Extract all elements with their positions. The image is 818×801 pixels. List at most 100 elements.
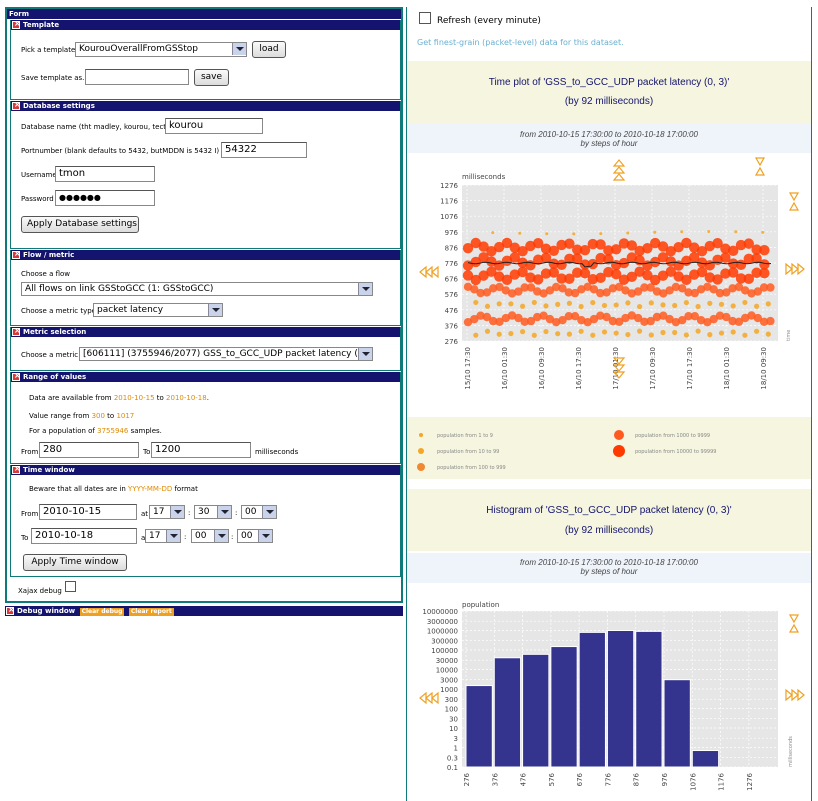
apply-time-window-button[interactable]: Apply Time window — [23, 554, 127, 571]
timeplot-point — [703, 317, 712, 327]
timeplot-y-tick-label: 1076 — [440, 213, 458, 221]
password-input[interactable]: ●●●●●● — [55, 190, 155, 206]
from-minute-select[interactable]: 30 — [194, 505, 232, 519]
to-minute-select[interactable]: 00 — [191, 529, 229, 543]
range-to-input[interactable]: 1200 — [151, 442, 251, 458]
username-input[interactable]: tmon — [55, 166, 155, 182]
to-hour-select[interactable]: 17 — [145, 529, 181, 543]
close-icon[interactable] — [12, 249, 21, 259]
port-input[interactable]: 54322 — [221, 142, 307, 158]
timeplot-point — [712, 274, 723, 285]
timeplot-point — [690, 288, 699, 298]
timeplot-point — [564, 253, 575, 264]
timeplot-point — [765, 331, 771, 337]
timeplot-point — [531, 332, 537, 338]
from-date-input[interactable]: 2010-10-15 — [39, 504, 137, 520]
timeplot-y-tick-label: 276 — [445, 338, 459, 346]
timeplot-point — [566, 300, 572, 306]
from-hour-select[interactable]: 17 — [149, 505, 185, 519]
timeplot-point — [602, 312, 611, 322]
template-select[interactable]: KourouOverallFromGSStop — [75, 42, 247, 57]
close-icon[interactable] — [12, 19, 21, 29]
timeplot-point — [478, 241, 489, 252]
to-second-select[interactable]: 00 — [237, 529, 273, 543]
timeplot-point — [548, 258, 559, 269]
range-from-input[interactable]: 280 — [39, 442, 139, 458]
timeplot-point — [501, 255, 513, 266]
timeplot-point — [509, 242, 520, 253]
close-icon[interactable] — [12, 326, 21, 336]
flow-select[interactable]: All flows on link GSStoGCC (1: GSStoGCC) — [21, 282, 373, 296]
scroll-right-arrow-icon — [791, 688, 799, 702]
timeplot-point — [489, 284, 498, 293]
timeplot-point — [545, 314, 555, 324]
timeplot-point — [533, 287, 542, 296]
value-range-text: Value range from 300 to 1017 — [29, 412, 135, 420]
to-date-input[interactable]: 2010-10-18 — [31, 528, 137, 544]
timeplot-point — [751, 253, 762, 264]
clear-report-button[interactable]: Clear report — [128, 608, 174, 616]
timeplot-point — [722, 312, 731, 322]
histogram-x-tick-label: 1276 — [746, 772, 754, 790]
timeplot-point — [473, 332, 479, 338]
save-template-input[interactable] — [85, 69, 189, 85]
close-icon[interactable] — [12, 464, 21, 474]
zoom-in-icon — [788, 192, 800, 202]
timeplot-point — [482, 312, 492, 322]
timeplot-point — [720, 243, 731, 254]
timeplot-y-tick-label: 476 — [445, 307, 459, 315]
timeplot-point — [494, 241, 505, 253]
timeplot-point — [754, 303, 760, 309]
timeplot-point — [625, 300, 631, 306]
timeplot-y-tick-label: 1176 — [440, 198, 458, 206]
timeplot-point — [533, 254, 544, 265]
histogram-x-tick-label: 1076 — [689, 772, 697, 790]
timeplot-point — [615, 317, 624, 327]
timeplot-point — [759, 317, 769, 327]
timeplot-point — [627, 311, 636, 320]
histogram-bar — [550, 646, 578, 768]
timeplot-point — [590, 332, 596, 338]
metric-type-select[interactable]: packet latency — [93, 303, 223, 317]
timeplot-ylabel: milliseconds — [462, 173, 506, 181]
timeplot-point — [520, 303, 526, 309]
timeplot-point — [715, 311, 725, 320]
histogram-bar — [663, 679, 691, 768]
from-second-select[interactable]: 00 — [241, 505, 277, 519]
apply-database-button[interactable]: Apply Database settings — [21, 216, 139, 233]
colon-separator: : — [235, 509, 238, 517]
legend-bg — [407, 417, 811, 479]
timeplot-point — [743, 253, 754, 265]
legend-label: population from 1 to 9 — [437, 433, 493, 439]
save-button[interactable]: save — [194, 69, 229, 86]
timeplot-point — [508, 301, 514, 307]
timeplot-point — [759, 259, 770, 270]
legend-marker — [419, 433, 423, 437]
db-name-input[interactable]: kourou — [165, 118, 263, 134]
timeplot-point — [595, 239, 606, 250]
clear-debug-button[interactable]: Clear debug — [79, 608, 125, 616]
timeplot-point — [501, 274, 513, 286]
timeplot-point — [463, 317, 473, 327]
load-button[interactable]: load — [252, 41, 286, 58]
legend-label: population from 100 to 999 — [437, 465, 506, 471]
timeplot-point — [478, 252, 489, 263]
timeplot-point — [683, 332, 689, 338]
timeplot-point — [611, 269, 622, 280]
timeplot-point — [743, 273, 754, 285]
timeplot-point — [587, 274, 598, 285]
scroll-left-arrow-icon — [425, 691, 433, 705]
histogram-y-tick-label: 3 — [454, 735, 458, 743]
timeplot-point — [520, 283, 529, 292]
metric-select[interactable]: [606111] (3755946/2077) GSS_to_GCC_UDP p… — [79, 347, 373, 361]
refresh-checkbox[interactable] — [419, 12, 431, 24]
timeplot-point — [696, 316, 706, 325]
zoom-out-icon — [754, 166, 766, 176]
xajax-debug-checkbox[interactable] — [65, 581, 76, 592]
close-icon[interactable] — [12, 371, 21, 381]
timeplot-point — [539, 311, 548, 320]
close-icon[interactable] — [6, 605, 15, 615]
close-icon[interactable] — [12, 100, 21, 110]
timeplot-point — [640, 317, 649, 327]
finest-grain-link[interactable]: Get finest-grain (packet-level) data for… — [417, 38, 624, 47]
